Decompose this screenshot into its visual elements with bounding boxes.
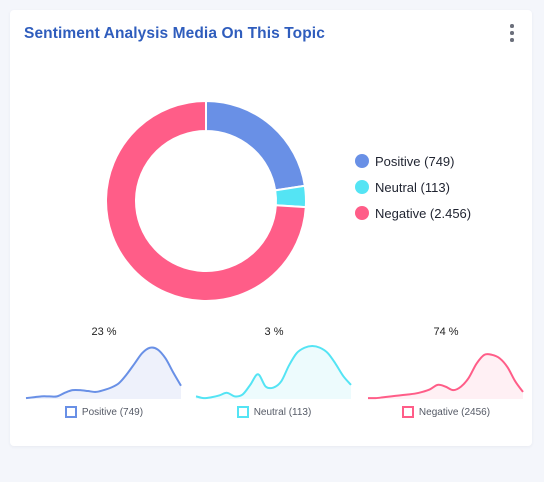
sparkline-area bbox=[26, 347, 181, 399]
sparkline-line bbox=[25, 346, 182, 400]
legend-label: Positive (749) bbox=[375, 153, 455, 169]
sparkline-chart bbox=[195, 344, 352, 400]
card-title: Sentiment Analysis Media On This Topic bbox=[24, 25, 325, 42]
legend-square-icon bbox=[401, 406, 414, 418]
sparkline-percent-label: 3 % bbox=[264, 326, 284, 338]
donut-chart bbox=[105, 99, 307, 302]
legend-square-icon bbox=[236, 406, 249, 418]
sentiment-card: Sentiment Analysis Media On This Topic P… bbox=[10, 10, 532, 446]
legend-item-negative[interactable]: Negative (2.456) bbox=[355, 200, 471, 226]
legend-item-neutral[interactable]: Neutral (113) bbox=[355, 174, 471, 200]
donut-slice-negative[interactable] bbox=[105, 99, 307, 302]
sparkline-negative: 74 % Negative (2456) bbox=[366, 326, 526, 426]
sparkline-line bbox=[367, 353, 524, 400]
legend-dot bbox=[355, 180, 369, 194]
sparkline-area bbox=[196, 346, 351, 399]
sparkline-neutral: 3 % Neutral (113) bbox=[194, 326, 354, 426]
sparkline-percent-label: 74 % bbox=[433, 326, 459, 338]
legend-dot bbox=[355, 154, 369, 168]
donut-legend: Positive (749) Neutral (113) Negative (2.4… bbox=[355, 148, 471, 226]
sparkline-legend-positive[interactable]: Positive (749) bbox=[24, 406, 184, 418]
sparkline-legend-label: Negative (2456) bbox=[418, 406, 491, 418]
sparkline-percent-label: 23 % bbox=[91, 326, 117, 338]
sparkline-legend-negative[interactable]: Negative (2456) bbox=[366, 406, 526, 418]
sparkline-line bbox=[195, 344, 352, 400]
donut-slice-neutral[interactable] bbox=[274, 184, 307, 209]
sparkline-positive: 23 % Positive (749) bbox=[24, 326, 184, 426]
legend-dot bbox=[355, 206, 369, 220]
sparkline-legend-label: Neutral (113) bbox=[253, 406, 312, 418]
sparkline-chart bbox=[367, 353, 524, 400]
more-vertical-icon[interactable] bbox=[506, 24, 518, 42]
sparkline-legend-neutral[interactable]: Neutral (113) bbox=[194, 406, 354, 418]
sparkline-chart bbox=[25, 346, 182, 400]
legend-square-icon bbox=[64, 406, 77, 418]
sparkline-legend-label: Positive (749) bbox=[81, 406, 144, 418]
sparkline-area bbox=[368, 354, 523, 399]
legend-item-positive[interactable]: Positive (749) bbox=[355, 148, 471, 174]
donut-slice-positive[interactable] bbox=[205, 99, 306, 192]
legend-label: Negative (2.456) bbox=[375, 205, 472, 221]
legend-label: Neutral (113) bbox=[375, 179, 450, 195]
